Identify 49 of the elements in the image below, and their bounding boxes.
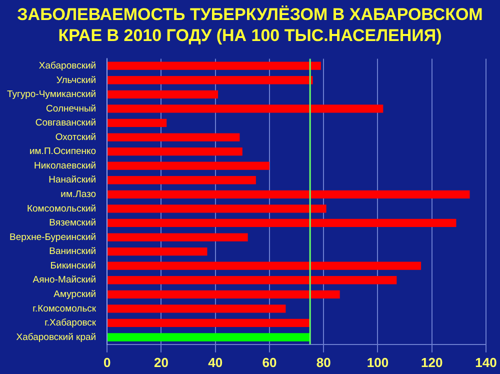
y-tick-label: Николаевский: [34, 160, 96, 172]
bar: [108, 276, 397, 284]
bar: [108, 290, 340, 298]
x-tick-label: 120: [421, 354, 443, 370]
y-tick-label: им.Лазо: [60, 189, 96, 200]
y-tick-label: Охотский: [55, 132, 96, 143]
bar: [108, 118, 167, 128]
x-tick-label: 80: [316, 354, 331, 370]
bar: [108, 262, 422, 270]
y-tick-label: Хабаровский край: [16, 332, 96, 343]
y-tick-label: Вяземский: [49, 218, 96, 229]
x-tick-label: 20: [154, 354, 168, 370]
y-tick-label: Аяно-Майский: [32, 274, 96, 286]
bar: [108, 62, 321, 70]
x-tick-label: 100: [366, 354, 389, 370]
y-tick-label: Солнечный: [46, 103, 96, 114]
x-tick-label: 0: [103, 354, 111, 370]
x-tick-label: 60: [262, 354, 277, 370]
y-tick-label: Тугуро-Чумиканский: [6, 89, 96, 100]
y-tick-label: Ульчский: [56, 74, 96, 86]
y-tick-label: Верхне-Буреинский: [10, 232, 96, 243]
y-tick-label: им.П.Осипенко: [29, 146, 96, 158]
y-tick-label: Ванинский: [49, 246, 96, 258]
y-tick-label: г.Комсомольск: [32, 303, 97, 314]
bar: [108, 147, 242, 156]
x-tick-label: 140: [475, 354, 497, 370]
x-tick-label: 40: [208, 354, 223, 370]
bar: [108, 190, 470, 198]
bar: [108, 233, 248, 242]
y-tick-label: Бикинский: [50, 260, 96, 272]
y-tick-label: Хабаровский: [38, 60, 96, 72]
y-tick-label: г.Хабаровск: [44, 318, 97, 329]
y-tick-label: Комсомольский: [26, 203, 96, 214]
bar: [108, 318, 310, 328]
bar: [108, 133, 240, 142]
y-tick-label: Амурский: [54, 289, 96, 300]
bar: [108, 204, 326, 213]
y-tick-label: Совгаванский: [35, 118, 96, 129]
bar: [108, 304, 286, 313]
bar: [108, 90, 218, 98]
bar: [108, 218, 456, 228]
bar: [108, 176, 256, 184]
chart-title: ЗАБОЛЕВАЕМОСТЬ ТУБЕРКУЛЁЗОМ В ХАБАРОВСКОМ КРАЕ В 2010 ГОДУ (НА 100 ТЫС.НАСЕЛЕНИЯ): [16, 4, 484, 47]
bar: [108, 247, 208, 256]
bar: [108, 333, 310, 342]
y-tick-label: Нанайский: [48, 174, 96, 186]
bar: [108, 76, 313, 84]
bar: [108, 162, 270, 170]
bar: [108, 104, 384, 113]
